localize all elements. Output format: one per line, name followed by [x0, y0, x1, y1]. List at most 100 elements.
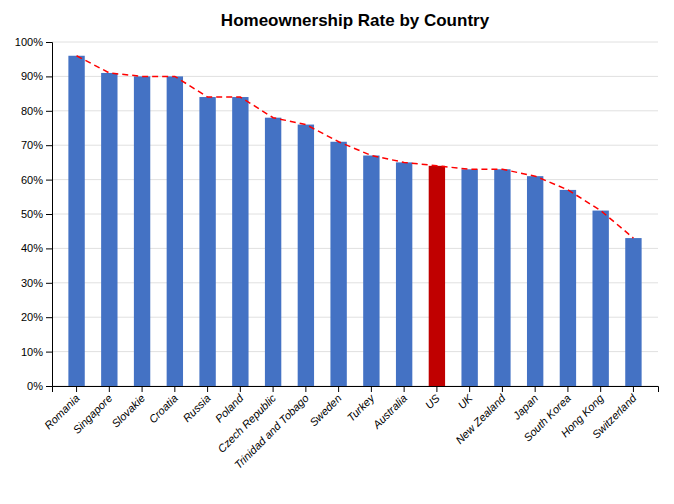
y-tick-mark [46, 214, 52, 215]
y-tick: 0% [27, 380, 52, 392]
bar [101, 73, 117, 386]
x-axis: RomaniaSingaporeSlovakieCroatiaRussiaPol… [42, 386, 658, 471]
x-tick-label: Trinidad and Tobago [232, 392, 311, 471]
y-tick-mark [46, 386, 52, 387]
bar [134, 76, 150, 386]
y-tick-label: 50% [21, 208, 43, 220]
x-tick-mark [371, 386, 372, 392]
x-tick: US [423, 386, 443, 411]
x-tick-label: Croatia [146, 392, 180, 426]
x-tick-mark [436, 386, 437, 392]
x-tick: Trinidad and Tobago [232, 386, 311, 471]
bar [363, 156, 379, 386]
y-tick: 10% [21, 346, 52, 358]
y-tick-label: 10% [21, 346, 43, 358]
y-tick-label: 100% [15, 36, 43, 48]
x-tick-mark [109, 386, 110, 392]
chart: 0% 10% 20% 30% 40% 50% 60% 70% 80% 90% 100% Romania… [0, 0, 674, 504]
x-tick: Australia [370, 386, 409, 431]
grid [52, 42, 658, 386]
y-tick-mark [46, 145, 52, 146]
x-tick-mark [633, 386, 634, 392]
x-tick-label: Slovakie [109, 392, 147, 430]
y-tick-label: 40% [21, 242, 43, 254]
x-tick: Slovakie [109, 386, 147, 430]
x-axis-line [53, 387, 659, 393]
bar [461, 169, 477, 386]
x-tick: Singapore [70, 386, 114, 436]
y-tick: 100% [15, 36, 52, 48]
x-tick: Russia [180, 386, 212, 424]
x-tick-mark [535, 386, 536, 392]
x-tick: UK [455, 386, 475, 411]
title: Homeownership Rate by Country [221, 11, 490, 30]
x-tick-mark [600, 386, 601, 392]
bar [527, 176, 543, 386]
x-tick: Switzerland [590, 386, 639, 441]
x-tick-label: Russia [180, 392, 212, 424]
x-tick-mark [240, 386, 241, 392]
y-tick-mark [46, 283, 52, 284]
x-tick: Turkey [345, 386, 378, 424]
x-tick: Sweden [307, 386, 344, 429]
x-tick-label: Japan [510, 392, 540, 422]
x-tick-label: Switzerland [590, 391, 639, 440]
y-tick-mark [46, 180, 52, 181]
x-tick-mark [502, 386, 503, 392]
bar [167, 76, 183, 386]
x-tick-mark [567, 386, 568, 392]
bar [625, 238, 641, 386]
y-tick-mark [46, 352, 52, 353]
x-tick-mark [305, 386, 306, 392]
y-tick-mark [46, 76, 52, 77]
x-tick-label: Singapore [70, 392, 114, 436]
x-tick-mark [404, 386, 405, 392]
bar [429, 166, 445, 386]
bar [330, 142, 346, 386]
x-tick: Poland [213, 386, 246, 425]
y-tick: 80% [21, 105, 52, 117]
x-tick-label: UK [455, 391, 475, 411]
y-tick-mark [46, 42, 52, 43]
x-tick-mark [174, 386, 175, 392]
bar [560, 190, 576, 386]
y-tick-label: 0% [27, 380, 43, 392]
y-tick-label: 90% [21, 70, 43, 82]
y-axis-line [46, 43, 53, 387]
x-tick-label: US [423, 391, 443, 411]
bar [592, 211, 608, 386]
plot: 0% 10% 20% 30% 40% 50% 60% 70% 80% 90% 100% Romania… [15, 36, 659, 471]
x-tick-label: New Zealand [453, 391, 508, 446]
x-tick-label: Australia [370, 392, 409, 431]
y-tick: 30% [21, 277, 52, 289]
y-tick-mark [46, 317, 52, 318]
y-axis: 0% 10% 20% 30% 40% 50% 60% 70% 80% 90% 100% [15, 36, 53, 392]
bar [68, 56, 84, 386]
y-tick-label: 30% [21, 277, 43, 289]
x-tick-mark [142, 386, 143, 392]
x-tick-mark [207, 386, 208, 392]
marks [68, 56, 641, 386]
x-tick-mark [76, 386, 77, 392]
trend-line [77, 56, 634, 238]
y-tick-label: 20% [21, 311, 43, 323]
y-tick-mark [46, 248, 52, 249]
x-tick: Czech Republic [215, 386, 278, 455]
y-tick-label: 60% [21, 174, 43, 186]
grid-line [52, 42, 658, 43]
x-tick-mark [338, 386, 339, 392]
x-tick-label: Czech Republic [215, 392, 278, 455]
y-tick-label: 70% [21, 139, 43, 151]
bar [494, 169, 510, 386]
x-tick-mark [469, 386, 470, 392]
x-tick: Japan [510, 386, 540, 422]
bar-series [68, 56, 641, 386]
y-tick: 50% [21, 208, 52, 220]
y-tick: 60% [21, 174, 52, 186]
y-tick: 70% [21, 139, 52, 151]
x-tick-label: Sweden [307, 392, 344, 429]
y-tick: 40% [21, 242, 52, 254]
bar [265, 118, 281, 386]
y-tick-mark [46, 111, 52, 112]
y-tick-label: 80% [21, 105, 43, 117]
